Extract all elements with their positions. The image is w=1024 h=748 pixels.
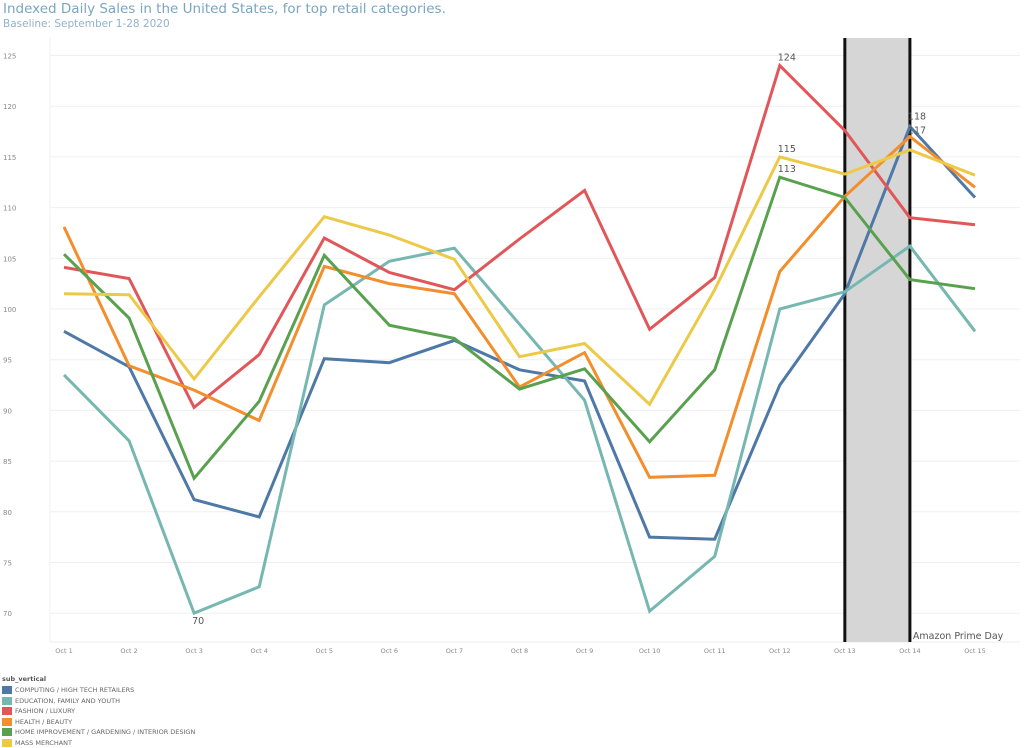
y-tick-label: 75 — [3, 560, 12, 568]
y-tick-label: 70 — [3, 610, 12, 618]
data-label: 115 — [778, 144, 796, 155]
x-tick-label: Oct 2 — [120, 647, 137, 655]
data-label: 70 — [192, 616, 204, 627]
y-tick-label: 110 — [3, 205, 16, 213]
legend-label: COMPUTING / HIGH TECH RETAILERS — [15, 686, 134, 694]
x-tick-label: Oct 12 — [769, 647, 791, 655]
data-label: 113 — [778, 164, 796, 175]
x-tick-label: Oct 11 — [704, 647, 726, 655]
legend-label: HOME IMPROVEMENT / GARDENING / INTERIOR … — [15, 728, 195, 736]
series-line-0 — [64, 127, 975, 540]
y-tick-label: 100 — [3, 306, 16, 314]
legend-swatch — [2, 739, 12, 747]
legend-item[interactable]: HOME IMPROVEMENT / GARDENING / INTERIOR … — [2, 727, 195, 738]
legend-swatch — [2, 718, 12, 726]
x-tick-label: Oct 15 — [964, 647, 986, 655]
x-tick-label: Oct 13 — [834, 647, 856, 655]
legend-swatch — [2, 707, 12, 715]
x-tick-label: Oct 5 — [316, 647, 333, 655]
data-label: 118 — [908, 111, 926, 122]
data-label: 117 — [908, 126, 926, 137]
x-tick-label: Oct 4 — [250, 647, 267, 655]
annotation-label: Amazon Prime Day — [913, 631, 1004, 642]
x-tick-label: Oct 7 — [446, 647, 463, 655]
x-tick-label: Oct 3 — [185, 647, 202, 655]
legend-item[interactable]: EDUCATION, FAMILY AND YOUTH — [2, 696, 195, 707]
series-line-3 — [64, 137, 975, 478]
y-tick-label: 120 — [3, 103, 16, 111]
y-tick-label: 95 — [3, 357, 12, 365]
series-lines — [64, 66, 975, 614]
data-label: 124 — [778, 53, 796, 64]
legend-swatch — [2, 697, 12, 705]
series-line-5 — [64, 150, 975, 404]
legend-swatch — [2, 686, 12, 694]
x-axis-ticks: Oct 1 Oct 2 Oct 3 Oct 4 Oct 5 Oct 6 Oct 7 Oct 8… — [55, 647, 985, 655]
x-tick-label: Oct 6 — [381, 647, 398, 655]
prime-day-band — [845, 38, 910, 642]
legend-label: FASHION / LUXURY — [15, 707, 75, 715]
x-tick-label: Oct 9 — [576, 647, 593, 655]
x-tick-label: Oct 10 — [639, 647, 661, 655]
legend-label: EDUCATION, FAMILY AND YOUTH — [15, 697, 120, 705]
series-line-4 — [64, 177, 975, 478]
legend-item[interactable]: COMPUTING / HIGH TECH RETAILERS — [2, 685, 195, 696]
legend-item[interactable]: HEALTH / BEAUTY — [2, 717, 195, 728]
x-tick-label: Oct 14 — [899, 647, 921, 655]
legend-title: sub_vertical — [2, 675, 195, 683]
y-tick-label: 85 — [3, 458, 12, 466]
y-tick-label: 105 — [3, 255, 16, 263]
y-tick-label: 115 — [3, 154, 16, 162]
legend-swatch — [2, 728, 12, 736]
legend-item[interactable]: FASHION / LUXURY — [2, 706, 195, 717]
y-tick-label: 90 — [3, 407, 12, 415]
legend-label: MASS MERCHANT — [15, 739, 72, 747]
y-tick-label: 80 — [3, 509, 12, 517]
legend: sub_vertical COMPUTING / HIGH TECH RETAI… — [2, 675, 195, 748]
legend-item[interactable]: MASS MERCHANT — [2, 738, 195, 748]
x-tick-label: Oct 8 — [511, 647, 528, 655]
y-tick-label: 125 — [3, 53, 16, 61]
y-axis-ticks: 70 75 80 85 90 95 100 105 110 115 120 125 — [3, 53, 16, 619]
x-tick-label: Oct 1 — [55, 647, 72, 655]
legend-label: HEALTH / BEAUTY — [15, 718, 72, 726]
data-labels: 124 115 113 118 117 70 — [192, 53, 926, 628]
